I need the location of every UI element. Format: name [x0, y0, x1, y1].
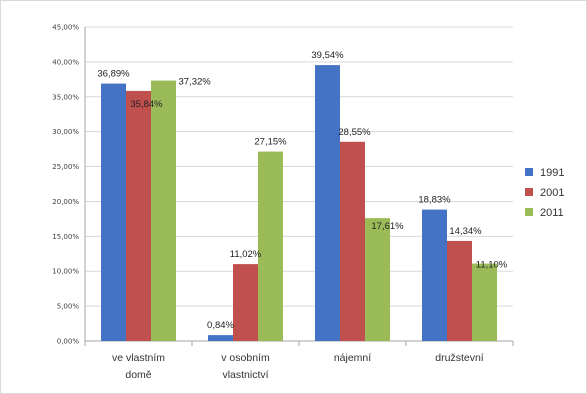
bar — [315, 65, 340, 341]
legend-label: 2001 — [540, 187, 564, 199]
bar — [472, 264, 497, 341]
y-tick-label: 0,00% — [57, 338, 80, 346]
data-label: 39,54% — [311, 50, 344, 61]
data-label: 11,02% — [230, 249, 262, 260]
x-category-label: ve vlastním — [112, 352, 165, 364]
bar — [422, 210, 447, 341]
bar — [126, 91, 151, 341]
bar — [340, 142, 365, 341]
y-tick-label: 35,00% — [52, 93, 79, 101]
x-category-label: nájemní — [334, 352, 371, 364]
legend-swatch — [525, 188, 533, 196]
bar — [233, 264, 258, 341]
data-label: 28,55% — [338, 127, 371, 138]
y-tick-label: 5,00% — [57, 303, 80, 311]
data-label: 0,84% — [207, 320, 234, 331]
data-label: 36,89% — [97, 69, 130, 80]
y-tick-label: 45,00% — [52, 24, 79, 32]
y-tick-label: 40,00% — [52, 58, 79, 66]
y-tick-label: 15,00% — [52, 233, 79, 241]
x-category-label: vlastnictví — [222, 369, 268, 381]
data-label: 17,61% — [371, 221, 404, 232]
data-label: 37,32% — [179, 77, 212, 88]
x-category-label: domě — [125, 369, 151, 381]
x-category-label: v osobním — [221, 352, 270, 364]
data-label: 27,15% — [254, 137, 287, 148]
y-tick-label: 30,00% — [52, 128, 79, 136]
bar — [208, 335, 233, 341]
data-label: 18,83% — [418, 195, 451, 206]
legend-swatch — [525, 208, 533, 216]
bar — [258, 152, 283, 341]
legend-swatch — [525, 168, 533, 176]
bar — [151, 81, 176, 341]
data-label: 11,10% — [476, 260, 508, 271]
y-tick-label: 10,00% — [52, 268, 79, 276]
bar — [101, 84, 126, 341]
data-label: 35,84% — [130, 99, 163, 110]
data-label: 14,34% — [449, 226, 482, 237]
legend-label: 2011 — [540, 207, 564, 219]
y-tick-label: 25,00% — [52, 163, 79, 171]
bar — [447, 241, 472, 341]
x-category-label: družstevní — [435, 352, 484, 364]
y-tick-label: 20,00% — [52, 198, 79, 206]
legend-label: 1991 — [540, 167, 564, 179]
bar — [365, 218, 390, 341]
